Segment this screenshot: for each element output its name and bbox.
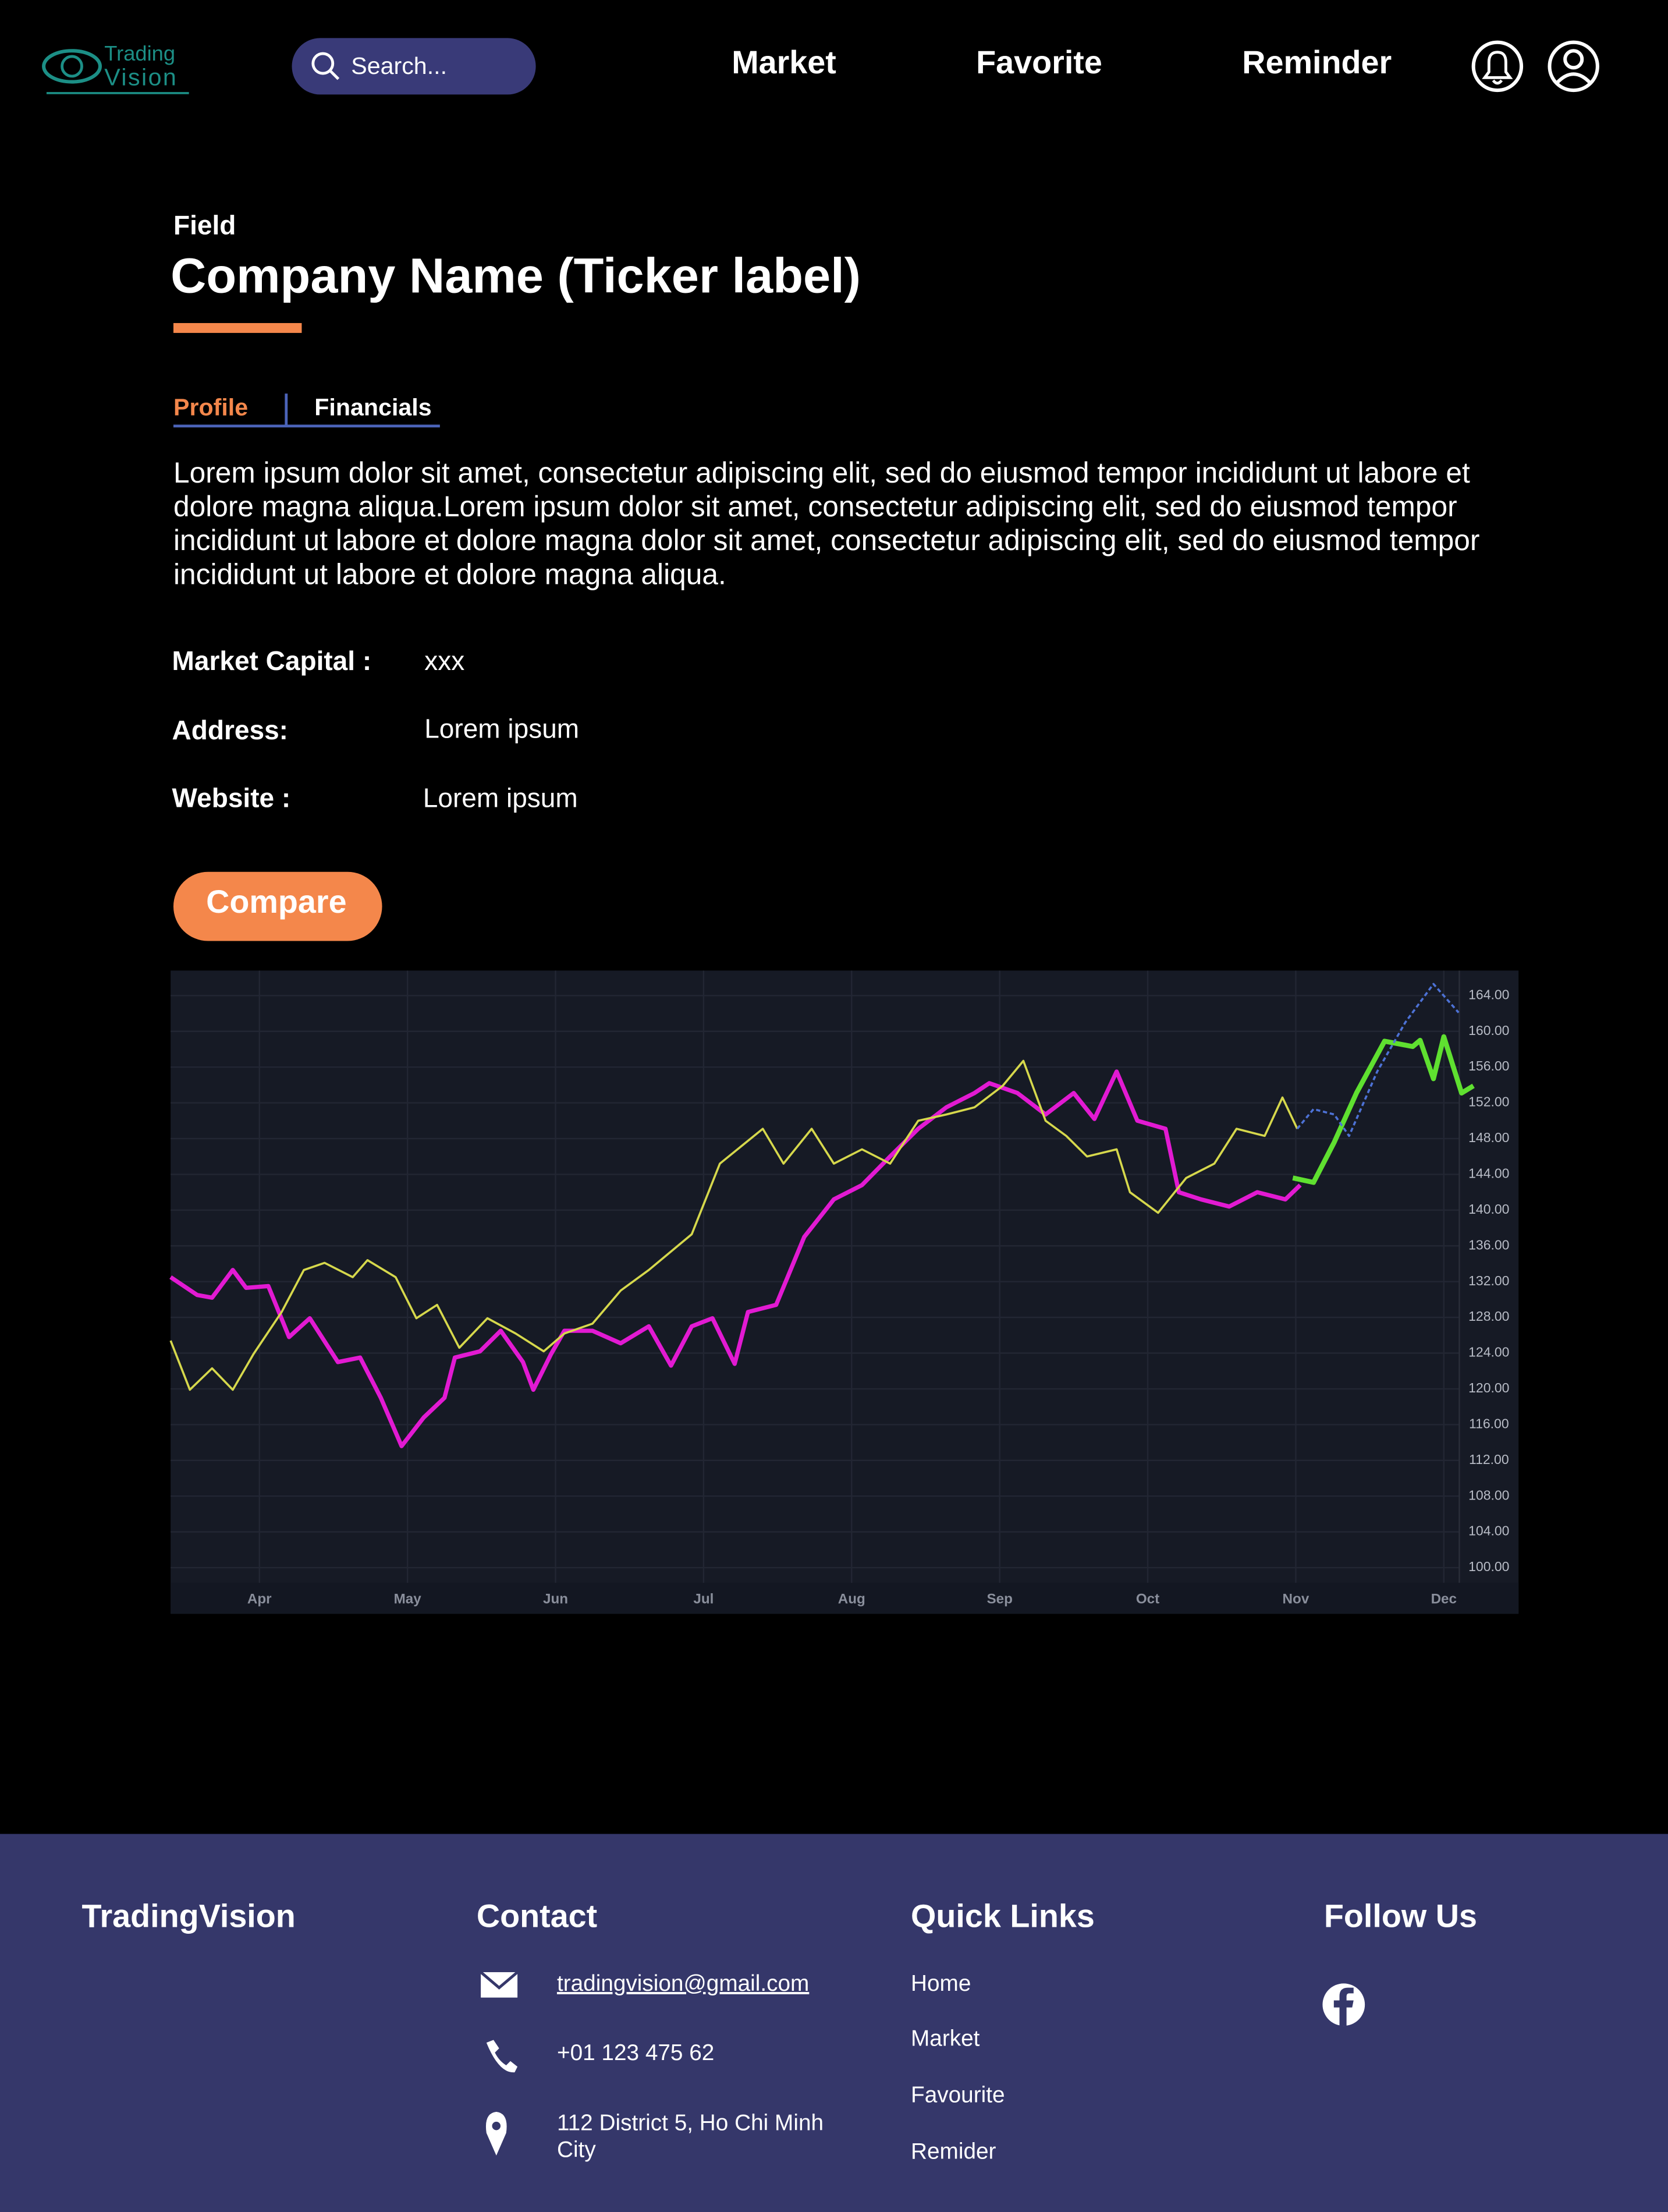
time-axis-strip [171, 1583, 1519, 1614]
x-tick-label: Sep [986, 1591, 1012, 1607]
footer-heading: Contact [477, 1898, 597, 1934]
facebook-icon[interactable] [1322, 1983, 1365, 2026]
x-tick-label: Aug [838, 1591, 865, 1607]
y-tick-label: 160.00 [1468, 1023, 1509, 1038]
tab[interactable]: Financials [314, 394, 431, 421]
nav-link[interactable]: Market [732, 44, 836, 80]
title-underline [173, 322, 302, 333]
detail-value: Lorem ipsum [423, 782, 578, 813]
user-ring [1548, 40, 1599, 93]
compare-button[interactable]: Compare [173, 871, 382, 941]
y-tick-label: 164.00 [1468, 987, 1509, 1002]
x-tick-label: May [394, 1591, 422, 1607]
search-box[interactable]: Search... [292, 38, 536, 95]
y-tick-label: 100.00 [1468, 1559, 1509, 1574]
logo-pupil [61, 55, 83, 78]
footer-brand: TradingVision [82, 1898, 296, 1934]
x-tick-label: Jun [543, 1591, 568, 1607]
logo-eye [42, 49, 102, 84]
x-tick-label: Dec [1431, 1591, 1457, 1607]
y-tick-label: 112.00 [1469, 1452, 1509, 1467]
footer-heading: Quick Links [911, 1898, 1095, 1934]
y-tick-label: 124.00 [1468, 1345, 1509, 1360]
button-bg [173, 871, 382, 941]
y-tick-label: 104.00 [1468, 1523, 1509, 1539]
company-name: Company Name (Ticker label) [171, 247, 861, 303]
detail-label: Market Capital : [172, 646, 372, 676]
nav-link[interactable]: Favorite [976, 44, 1102, 80]
phone-icon [486, 2040, 518, 2073]
x-tick-label: Oct [1136, 1591, 1159, 1607]
y-tick-label: 108.00 [1468, 1487, 1509, 1502]
user-body [1555, 72, 1592, 85]
quick-link[interactable]: Remider [911, 2139, 996, 2164]
y-tick-label: 128.00 [1468, 1309, 1509, 1324]
y-tick-label: 132.00 [1468, 1273, 1509, 1288]
detail-label: Website : [172, 782, 291, 813]
quick-link[interactable]: Home [911, 1971, 971, 1996]
pin-hole [492, 2121, 501, 2131]
chart: Apr May Jun Jul Aug Sep Oct Nov Dec 164.00 160.00 1… [169, 970, 1509, 1607]
contact-email[interactable]: tradingvision@gmail.com [557, 1971, 809, 1996]
mail-icon [480, 1971, 519, 1998]
search-placeholder: Search... [351, 52, 447, 79]
quick-link[interactable]: Favourite [911, 2083, 1005, 2108]
x-tick-label: Nov [1283, 1591, 1309, 1607]
y-tick-label: 120.00 [1468, 1380, 1509, 1395]
logo[interactable]: Trading Vision [42, 41, 189, 94]
x-tick-label: Apr [247, 1591, 272, 1607]
user-head [1563, 49, 1584, 70]
contact-phone: +01 123 475 62 [557, 2040, 714, 2065]
price-line [169, 1069, 1302, 1448]
bell-icon[interactable] [1471, 40, 1524, 93]
nav-link[interactable]: Reminder [1242, 44, 1392, 80]
footer-bg [0, 1834, 1668, 2212]
field-label: Field [173, 210, 236, 240]
button-label: Compare [206, 884, 346, 920]
description-box: Lorem ipsum dolor sit amet, consectetur … [173, 457, 1480, 591]
y-tick-label: 156.00 [1468, 1058, 1509, 1073]
x-tick-label: Jul [693, 1591, 714, 1607]
user-icon[interactable] [1548, 40, 1599, 93]
search-icon [311, 52, 335, 75]
y-tick-label: 148.00 [1468, 1130, 1509, 1145]
logo-text: Trading [104, 41, 175, 65]
detail-value: xxx [424, 646, 464, 676]
bell-ring [1471, 40, 1524, 93]
y-tick-label: 116.00 [1469, 1416, 1509, 1431]
bell-glyph [1482, 51, 1513, 85]
tab[interactable]: Profile [173, 394, 248, 421]
search-icon [329, 69, 340, 80]
price-line [1296, 983, 1460, 1137]
logo-text: Vision [104, 64, 178, 91]
footer-heading: Follow Us [1324, 1898, 1477, 1934]
address-box: 112 District 5, Ho Chi Minh City [556, 2111, 824, 2163]
pin-icon [485, 2111, 507, 2156]
contact-address: 112 District 5, Ho Chi Minh City [556, 2111, 824, 2163]
detail-label: Address: [172, 715, 288, 745]
search-field [292, 38, 536, 95]
y-tick-label: 140.00 [1468, 1201, 1509, 1217]
price-line [169, 1059, 1298, 1391]
y-tick-label: 144.00 [1468, 1166, 1509, 1181]
mail-flap [480, 1971, 519, 1990]
facebook-glyph [1333, 1987, 1354, 2026]
y-tick-label: 152.00 [1468, 1094, 1509, 1109]
chart-bg [171, 970, 1519, 1614]
y-tick-label: 136.00 [1468, 1237, 1509, 1252]
quick-link[interactable]: Market [911, 2026, 980, 2051]
price-line [1292, 1034, 1475, 1185]
detail-value: Lorem ipsum [424, 714, 579, 744]
description: Lorem ipsum dolor sit amet, consectetur … [173, 457, 1480, 591]
